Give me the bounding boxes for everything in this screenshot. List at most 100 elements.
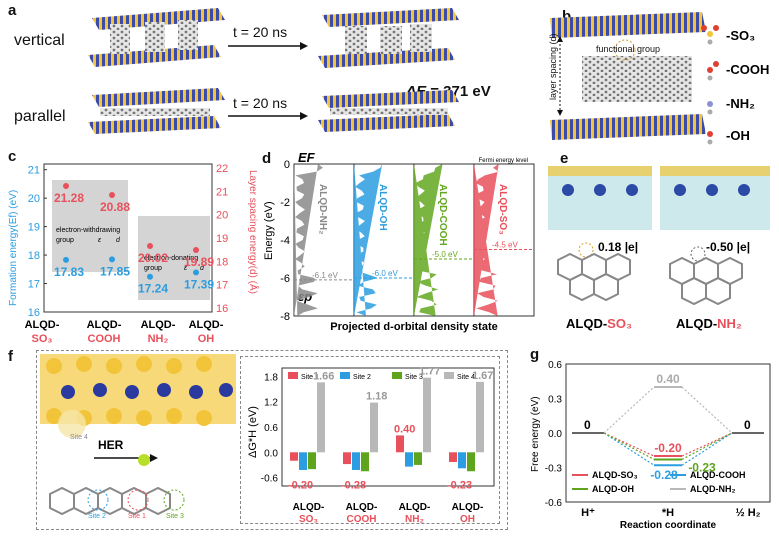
connector [681,432,733,466]
y-tick-label: 0.6 [264,423,278,434]
blue-value: 17.24 [138,282,168,296]
row-vertical-label: vertical [14,32,65,49]
category-label: ALQD- [346,502,378,513]
y-tick-label: 0.0 [264,448,278,459]
connector [603,432,655,460]
y-tick-label: 0.3 [548,395,562,406]
y-axis-label: Energy (eV) [263,201,275,260]
red-point [109,192,115,198]
right-tick-label: 16 [216,303,228,315]
ewg-box [52,180,128,272]
red-point [63,183,69,189]
panel-f-chart: 1.8 1.2 0.6 0.0 -0.6 ΔG*H (eV) Site 1 Site 2 Sit… [247,366,495,525]
red-value: 20.88 [100,200,130,214]
category-label: ALQD- [141,319,176,331]
y-tick-label: 1.8 [264,372,278,383]
site4-value: 1.77 [419,366,440,378]
site2-label: Site 2 [88,513,106,520]
label-so3: -0.20 [654,441,682,455]
lane-name: ALQD-COOH [437,184,448,246]
fermi-note: Fermi energy level [479,158,528,164]
right-tick-label: 17 [216,280,228,292]
d-band-value: -4.5 eV [492,241,518,250]
category-label: ALQD- [25,319,60,331]
group-icon-cooh [707,61,719,81]
y-tick-label: 0.6 [548,360,562,371]
x-axis-label: Projected d-orbital density state [330,321,497,333]
panel-f-label: f [8,348,13,365]
y-axis-left-label: Formation energy(Ef) (eV) [8,190,19,306]
site3-label: Site 3 [166,513,184,520]
y-tick-label: -0.6 [545,498,563,509]
x-axis-label: Reaction coordinate [620,520,717,531]
her-label: HER [98,438,124,452]
group-icon-nh2 [707,101,713,115]
ewg-d: d [116,237,121,244]
panel-g-chart: 0.6 0.3 0.0 -0.3 -0.6 Free energy (eV) H⁺ *H ½ H… [530,360,771,531]
edg-label-2: group [144,265,162,272]
bar [290,452,298,461]
connector [681,432,733,460]
panel-f-frame [36,350,508,530]
d-band-value: -5.0 eV [432,250,458,259]
slab-parallel-after [318,90,459,132]
category-group: NH₂ [405,514,424,525]
category-label: ALQD- [293,502,325,513]
category-group: SO₃ [32,333,53,345]
left-tick-label: 17 [28,279,40,291]
dos-3 [474,164,499,316]
category-label: ALQD- [189,319,224,331]
group-nh2-label: -NH₂ [726,96,755,111]
slab-vertical-before [88,8,225,67]
arrow-label-2: t = 20 ns [233,95,288,111]
ewg-label-2: group [56,237,74,244]
blue-point [193,269,199,276]
legend-swatch [444,372,454,379]
blue-value: 17.85 [100,264,130,278]
ef-label: EF [298,150,316,165]
category-label: ALQD- [399,502,431,513]
plot-frame [281,367,495,487]
site4-value: 1.67 [472,370,493,382]
site1-label: Site 1 [128,513,146,520]
legend-label: Site 1 [301,374,319,381]
caption-nh2: ALQD-NH₂ [676,316,742,331]
y-tick-label: 0.0 [548,429,562,440]
edg-d: d [200,265,205,272]
panel-g-label: g [530,346,540,363]
right-tick-label: 19 [216,233,228,245]
category-label: ALQD- [87,319,122,331]
legend-label: ALQD-OH [592,484,634,494]
category-group: OH [460,514,475,525]
site1-value: -0.23 [447,479,472,491]
bar [317,382,325,453]
site4-label: Site 4 [70,434,88,441]
legend-swatch [340,372,350,379]
blue-point [147,273,153,280]
right-tick-label: 22 [216,163,228,175]
panel-f-structure [40,354,236,516]
group-cooh-label: -COOH [726,62,770,77]
bar [361,452,369,472]
y-tick-label: -6 [280,273,290,285]
blue-point [109,256,115,263]
group-so3-label: -SO₃ [726,28,756,43]
ewg-label: electron-withdrawing [56,227,120,234]
red-value: 21.28 [54,191,84,205]
legend-swatch [288,372,298,379]
slab-parallel-before [88,88,225,134]
y-tick-label: -0.3 [545,464,563,475]
bar [458,452,466,469]
legend-label: Site 4 [457,374,475,381]
category-group: NH₂ [148,333,169,345]
x-tick-label: *H [662,507,674,519]
bar [467,452,475,472]
label-nh2: 0.40 [656,372,680,386]
edg-eps: ε [184,265,188,272]
group-icon-oh [707,131,713,145]
site1-value: -0.28 [341,479,366,491]
red-point [147,243,153,249]
x-tick-label: ½ H₂ [735,507,760,519]
y-axis-right-label: Layer spacing energy(d) (Å) [247,170,260,294]
group-icon-so3 [701,25,719,45]
